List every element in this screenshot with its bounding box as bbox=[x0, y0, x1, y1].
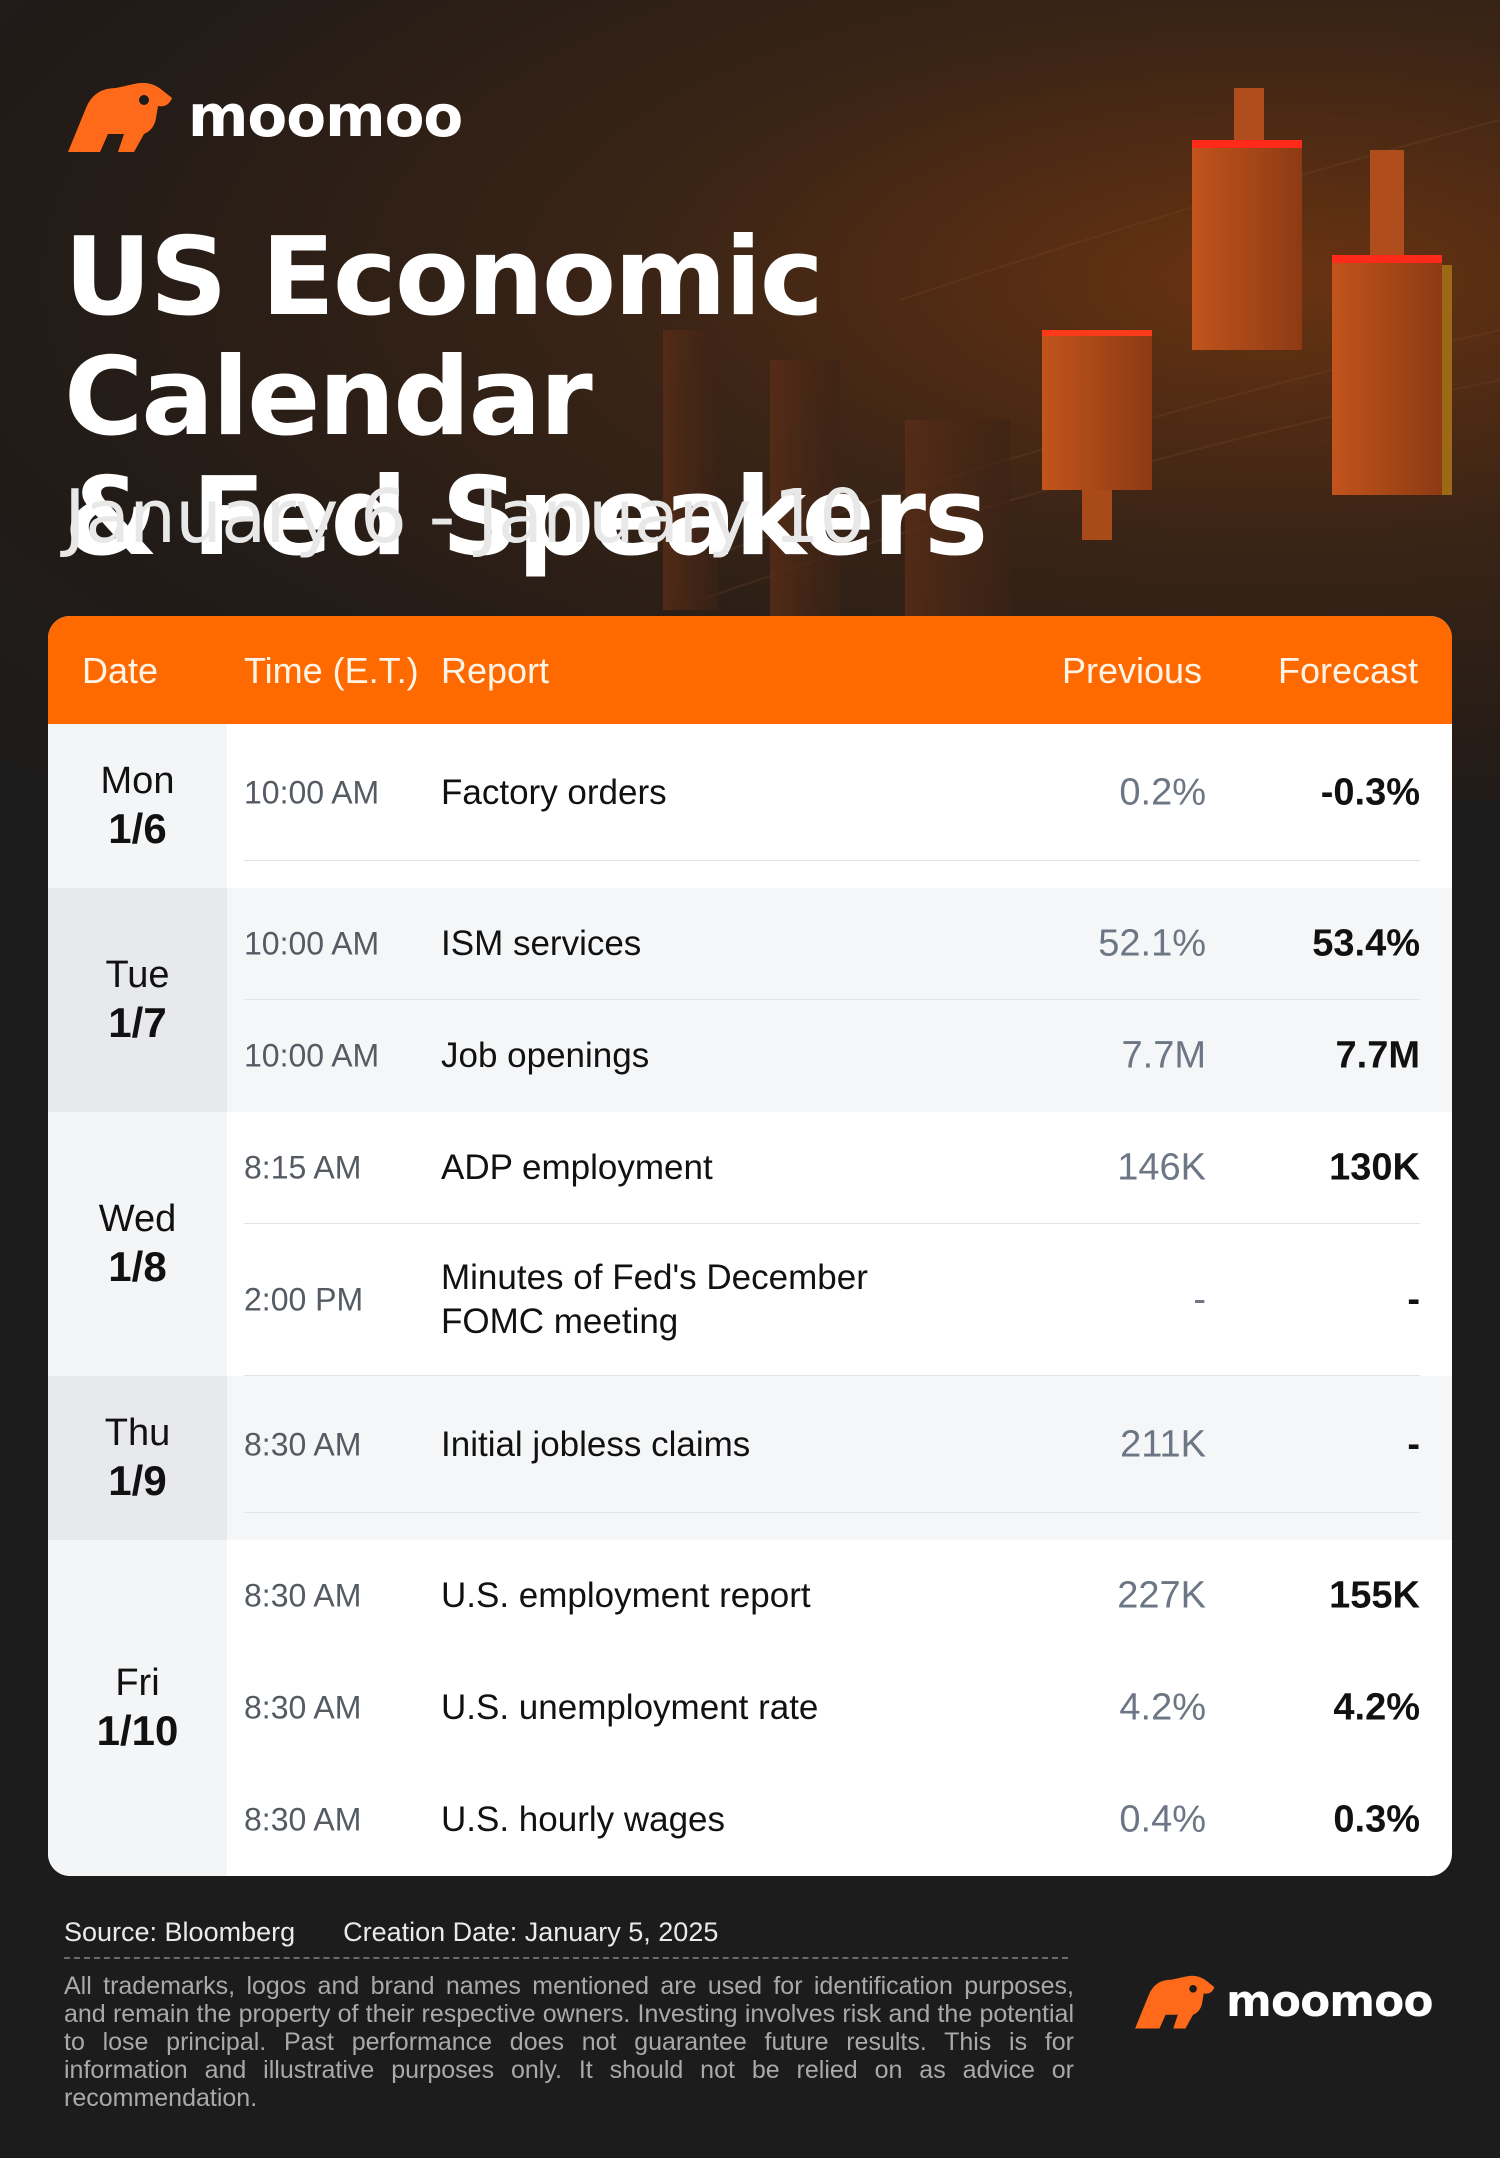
column-header-date: Date bbox=[82, 650, 159, 691]
day-group-thu: Thu 1/9 8:30 AM Initial jobless claims 2… bbox=[48, 1376, 1452, 1540]
row-time: 8:15 AM bbox=[244, 1149, 362, 1186]
row-report: ISM services bbox=[441, 924, 642, 963]
day-of-week: Mon bbox=[100, 760, 175, 802]
day-of-week: Wed bbox=[98, 1198, 177, 1240]
day-group-fri: Fri 1/10 8:30 AM U.S. employment report … bbox=[48, 1540, 1452, 1876]
row-forecast: 4.2% bbox=[1333, 1686, 1420, 1729]
row-previous: - bbox=[1193, 1278, 1206, 1321]
row-time: 8:30 AM bbox=[244, 1689, 362, 1726]
row-previous: 4.2% bbox=[1119, 1686, 1206, 1729]
footer-divider bbox=[64, 1957, 1068, 1959]
column-header-previous: Previous bbox=[1061, 650, 1202, 691]
row-forecast: 155K bbox=[1329, 1574, 1420, 1617]
row-report: Initial jobless claims bbox=[441, 1424, 751, 1464]
row-previous: 211K bbox=[1120, 1423, 1206, 1465]
brand-name: moomoo bbox=[1226, 1975, 1434, 2027]
day-date: 1/8 bbox=[108, 1243, 167, 1290]
day-date: 1/9 bbox=[108, 1457, 167, 1504]
day-cell: Thu 1/9 bbox=[48, 1376, 227, 1540]
row-previous: 7.7M bbox=[1121, 1034, 1206, 1077]
table-row: 10:00 AM Factory orders 0.2% -0.3% bbox=[244, 724, 1420, 861]
row-previous: 52.1% bbox=[1098, 922, 1206, 965]
row-previous: 227K bbox=[1117, 1574, 1206, 1617]
table-row: 8:30 AM U.S. hourly wages 0.4% 0.3% bbox=[244, 1764, 1420, 1876]
table-row: 10:00 AM Job openings 7.7M 7.7M bbox=[244, 1000, 1420, 1112]
row-forecast: - bbox=[1407, 1423, 1420, 1465]
row-report: Minutes of Fed's December FOMC meeting bbox=[441, 1258, 868, 1341]
day-of-week: Thu bbox=[104, 1412, 171, 1454]
row-time: 8:30 AM bbox=[244, 1801, 362, 1838]
table-row: 2:00 PM Minutes of Fed's December FOMC m… bbox=[244, 1224, 1420, 1376]
day-group-wed: Wed 1/8 8:15 AM ADP employment 146K 130K… bbox=[48, 1112, 1452, 1376]
title-line-1: US Economic Calendar bbox=[64, 215, 824, 460]
row-forecast: 53.4% bbox=[1312, 922, 1420, 965]
table-row: 8:30 AM U.S. unemployment rate 4.2% 4.2% bbox=[244, 1652, 1420, 1764]
row-previous: 146K bbox=[1117, 1146, 1206, 1189]
table-row: 10:00 AM ISM services 52.1% 53.4% bbox=[244, 888, 1420, 1000]
calendar-table: Date Time (E.T.) Report Previous Forecas… bbox=[48, 616, 1452, 1876]
table-header: Date Time (E.T.) Report Previous Forecas… bbox=[48, 616, 1452, 724]
row-previous: 0.2% bbox=[1119, 771, 1206, 813]
column-header-time: Time (E.T.) bbox=[244, 650, 419, 691]
row-time: 8:30 AM bbox=[244, 1426, 362, 1462]
bull-head-icon bbox=[68, 82, 172, 152]
column-header-report: Report bbox=[441, 650, 550, 691]
row-report: U.S. unemployment rate bbox=[441, 1688, 819, 1727]
row-report: ADP employment bbox=[441, 1148, 713, 1187]
row-report: Job openings bbox=[441, 1036, 650, 1075]
brand-logo-footer: moomoo bbox=[1132, 1972, 1434, 2030]
day-cell: Wed 1/8 bbox=[48, 1112, 227, 1376]
day-cell: Tue 1/7 bbox=[48, 888, 227, 1112]
source-text: Source: Bloomberg bbox=[64, 1917, 296, 1947]
table-row: 8:15 AM ADP employment 146K 130K bbox=[244, 1112, 1420, 1224]
day-of-week: Tue bbox=[105, 954, 170, 996]
day-date: 1/10 bbox=[96, 1707, 179, 1754]
row-forecast: 130K bbox=[1329, 1146, 1420, 1189]
bull-head-icon bbox=[1135, 1975, 1215, 2029]
row-time: 10:00 AM bbox=[244, 1037, 380, 1074]
row-forecast: -0.3% bbox=[1320, 771, 1420, 813]
row-time: 10:00 AM bbox=[244, 925, 380, 962]
day-cell: Mon 1/6 bbox=[48, 724, 227, 888]
row-previous: 0.4% bbox=[1119, 1798, 1206, 1841]
row-report: U.S. employment report bbox=[441, 1576, 811, 1615]
row-forecast: 0.3% bbox=[1333, 1798, 1420, 1841]
column-header-forecast: Forecast bbox=[1277, 650, 1418, 691]
table-row: 8:30 AM U.S. employment report 227K 155K bbox=[244, 1540, 1420, 1652]
row-report: Factory orders bbox=[441, 772, 667, 812]
brand-name: moomoo bbox=[188, 82, 463, 150]
candlestick-decoration bbox=[663, 88, 1500, 620]
row-time: 2:00 PM bbox=[244, 1281, 364, 1318]
row-time: 10:00 AM bbox=[244, 774, 380, 810]
day-of-week: Fri bbox=[115, 1662, 160, 1704]
title-line-2: & Fed Speakers bbox=[64, 455, 988, 580]
row-time: 8:30 AM bbox=[244, 1577, 362, 1614]
day-group-mon: Mon 1/6 10:00 AM Factory orders 0.2% -0.… bbox=[48, 724, 1452, 888]
row-forecast: 7.7M bbox=[1335, 1034, 1420, 1077]
day-date: 1/7 bbox=[108, 999, 167, 1046]
date-range-subtitle: January 6 - January 10 bbox=[64, 474, 866, 560]
row-forecast: - bbox=[1407, 1278, 1420, 1321]
day-date: 1/6 bbox=[108, 805, 167, 852]
table-row: 8:30 AM Initial jobless claims 211K - bbox=[244, 1376, 1420, 1513]
brand-logo: moomoo bbox=[64, 78, 463, 154]
day-cell: Fri 1/10 bbox=[48, 1540, 227, 1876]
source-line: Source: Bloomberg Creation Date: January … bbox=[64, 1917, 718, 1948]
disclaimer-text: All trademarks, logos and brand names me… bbox=[64, 1972, 1074, 2112]
day-group-tue: Tue 1/7 10:00 AM ISM services 52.1% 53.4… bbox=[48, 888, 1452, 1112]
row-report: U.S. hourly wages bbox=[441, 1800, 726, 1839]
creation-date: Creation Date: January 5, 2025 bbox=[343, 1917, 719, 1947]
page-title: US Economic Calendar & Fed Speakers bbox=[64, 218, 1364, 578]
